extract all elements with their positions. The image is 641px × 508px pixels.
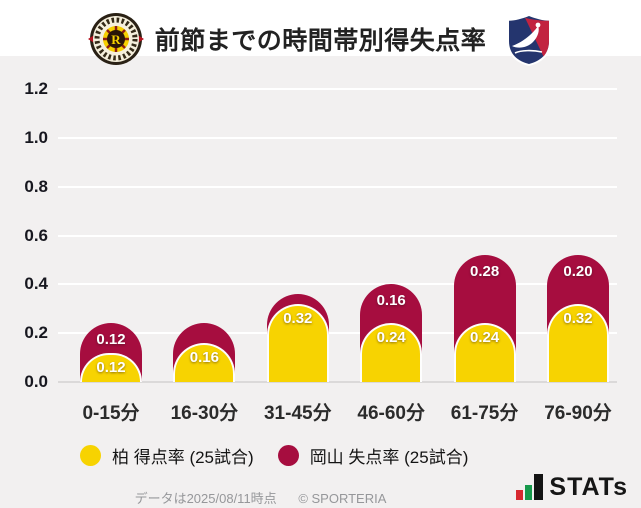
x-axis-label: 16-30分: [170, 403, 239, 424]
stats-bar-chart-icon: [516, 474, 544, 500]
y-axis-label: 0.4: [24, 274, 48, 294]
data-as-of-text: データは2025/08/11時点: [134, 491, 277, 506]
gridline: [58, 185, 617, 188]
bar-value-label-away: 0.28: [469, 263, 500, 280]
gridline: [58, 137, 617, 139]
gridline: [58, 234, 617, 237]
stats-brand-text: STATs: [549, 473, 628, 501]
y-axis-label: 0.8: [24, 176, 48, 196]
footer-note: データは2025/08/11時点 © SPORTERIA: [0, 488, 521, 507]
kashiwa-reysol-logo: R: [88, 13, 144, 65]
x-axis-label: 76-90分: [544, 403, 612, 424]
legend-label-home: 柏 得点率 (25試合): [112, 448, 254, 467]
y-axis-label: 0.2: [24, 323, 48, 343]
bar-segment-home: [360, 323, 423, 382]
bar-value-label-home: 0.12: [96, 359, 126, 376]
bar-value-label-away: 0.20: [563, 263, 593, 280]
bar-value-label-home: 0.24: [376, 329, 406, 346]
x-axis-label: 0-15分: [82, 403, 140, 424]
gridline: [58, 88, 617, 91]
y-axis-label: 1.0: [24, 128, 48, 147]
y-axis-label: 1.2: [24, 79, 48, 99]
stats-logo: STATs: [516, 474, 628, 500]
gridline: [58, 283, 617, 286]
chart-title: 前節までの時間帯別得失点率: [154, 27, 487, 55]
x-axis-label: 31-45分: [263, 403, 332, 424]
legend-item-away: 岡山 失点率 (25試合): [277, 443, 469, 468]
home-series-color-dot: [80, 445, 101, 466]
away-series-color-dot: [277, 445, 299, 466]
x-axis-label: 61-75分: [450, 403, 519, 424]
y-axis-label: 0.0: [24, 372, 48, 391]
bar-value-label-away: 0.16: [376, 292, 406, 309]
gridline: [58, 332, 617, 335]
svg-text:R: R: [111, 32, 121, 47]
fagiano-okayama-logo: [507, 14, 551, 66]
chart-legend: 柏 得点率 (25試合) 岡山 失点率 (25試合): [80, 443, 468, 468]
legend-label-away: 岡山 失点率 (25試合): [309, 448, 469, 467]
bar-value-label-away: 0.12: [96, 331, 126, 348]
x-axis-label: 46-60分: [357, 403, 425, 424]
copyright-text: © SPORTERIA: [298, 491, 387, 506]
bar-segment-home: [266, 304, 329, 382]
legend-item-home: 柏 得点率 (25試合): [80, 443, 254, 468]
x-axis-baseline: [58, 381, 617, 383]
bar-value-label-home: 0.16: [189, 349, 219, 366]
bar-value-label-home: 0.32: [283, 310, 313, 327]
bar-value-label-home: 0.32: [563, 310, 593, 327]
bar-value-label-home: 0.24: [469, 329, 500, 346]
bar-segment-home: [453, 323, 516, 382]
bar-segment-home: [547, 304, 609, 382]
y-axis-label: 0.6: [24, 225, 48, 245]
